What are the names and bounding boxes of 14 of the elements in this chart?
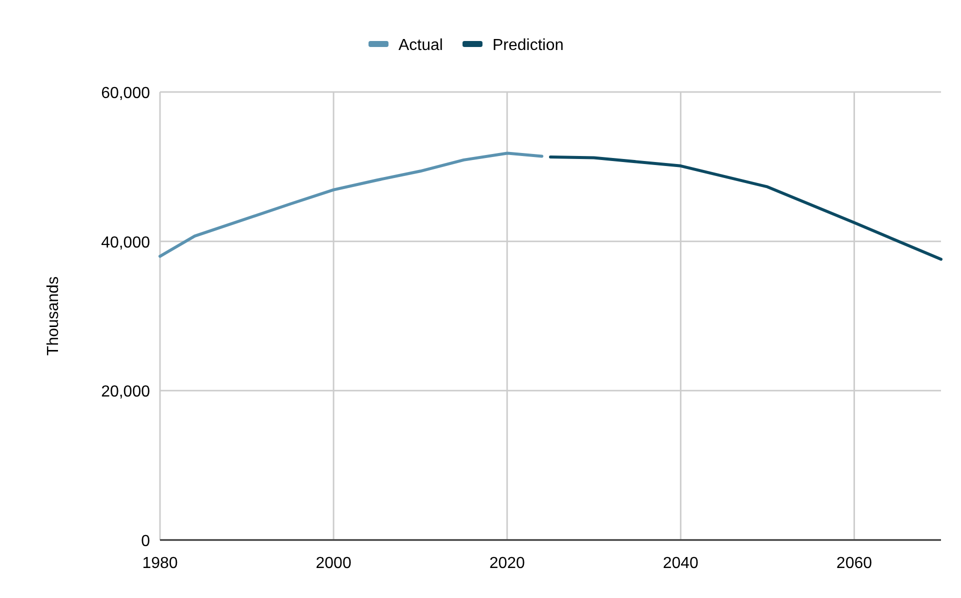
line-series (549, 155, 942, 261)
y-tick-label: 20,000 (101, 384, 150, 401)
x-tick-label: 1980 (142, 555, 178, 572)
legend-label: Actual (398, 37, 443, 54)
y-tick-label: 40,000 (101, 234, 150, 252)
line-series (158, 152, 544, 258)
x-tick-label: 2000 (316, 555, 352, 572)
y-tick-label: 0 (141, 533, 150, 550)
x-tick-label: 2020 (489, 555, 526, 572)
x-tick-label: 2060 (836, 555, 872, 572)
y-axis-title: Thousands (45, 276, 62, 356)
legend-label: Prediction (492, 37, 564, 54)
y-tick-label: 60,000 (101, 85, 150, 102)
x-tick-label: 2040 (662, 555, 699, 572)
